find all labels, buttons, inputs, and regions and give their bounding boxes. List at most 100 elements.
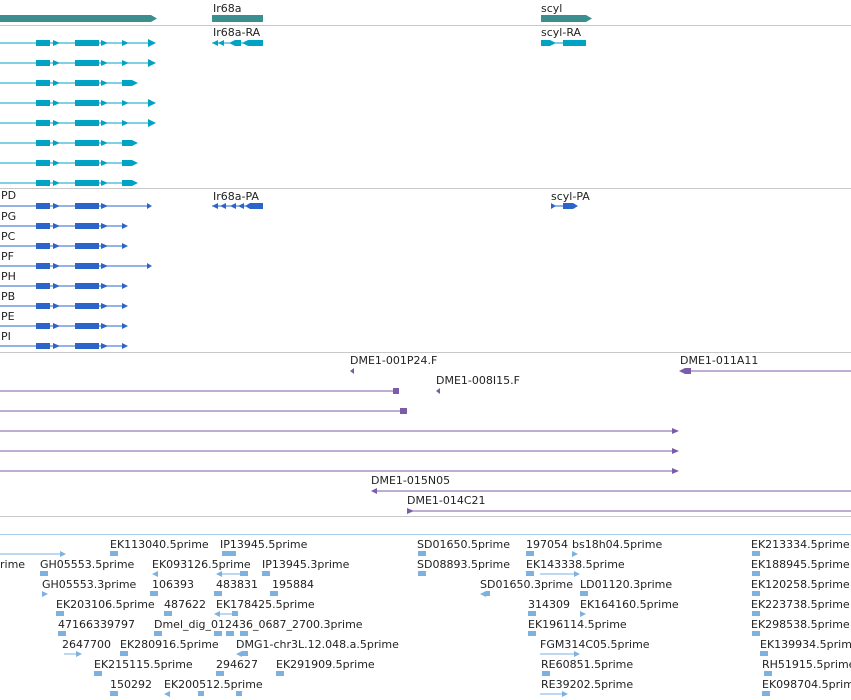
protein-label-pe[interactable]: PE [1,310,15,323]
est-label[interactable]: Dmel_dig_012436_0687_2700.3prime [154,618,363,631]
est-label[interactable]: DMG1-chr3L.12.048.a.5prime [236,638,399,651]
protein-ir68a-pa[interactable] [212,203,263,209]
est-label[interactable]: 195884 [272,578,314,591]
clone-label-dme1-014c21[interactable]: DME1-014C21 [407,494,486,507]
est-label[interactable]: LD01120.3prime [580,578,673,591]
est-label[interactable]: EK143338.5prime [526,558,625,571]
protein-row[interactable] [0,303,128,309]
protein-row[interactable] [0,263,152,269]
transcript-row[interactable] [0,160,138,166]
protein-label-pd[interactable]: PD [1,189,17,202]
est-row-2[interactable] [40,571,760,577]
clone-label-dme1-001p24-f[interactable]: DME1-001P24.F [350,354,438,367]
est-label[interactable]: EK196114.5prime [528,618,627,631]
est-row-6[interactable] [64,651,768,657]
est-label[interactable]: EK093126.5prime [152,558,251,571]
est-label[interactable]: EK098704.5prime [762,678,851,691]
est-label[interactable]: GH05553.3prime [42,578,137,591]
protein-row[interactable] [0,323,128,329]
est-label[interactable]: 197054 [526,538,568,551]
transcript-row[interactable] [0,99,156,107]
protein-label-scyl-pa[interactable]: scyl-PA [551,190,590,203]
est-row-4[interactable] [56,611,760,617]
clone-label-dme1-011a11[interactable]: DME1-011A11 [680,354,759,367]
transcript-row[interactable] [0,80,138,86]
transcript-label-scyl-ra[interactable]: scyl-RA [541,26,582,39]
est-label[interactable]: 106393 [152,578,194,591]
protein-row[interactable] [0,343,128,349]
gene-label-scyl[interactable]: scyl [541,2,563,15]
protein-label-pi[interactable]: PI [1,330,11,343]
est-label[interactable]: SD08893.5prime [417,558,510,571]
est-label[interactable]: EK188945.5prime [751,558,850,571]
transcript-row[interactable] [0,119,156,127]
protein-row[interactable] [0,203,152,209]
est-label[interactable]: EK178425.5prime [216,598,315,611]
est-row-7[interactable] [94,671,772,676]
clone-row[interactable] [0,428,679,434]
clone-row[interactable] [0,408,407,414]
est-label[interactable]: EK223738.5prime [751,598,850,611]
gene-feature-scyl[interactable] [541,15,592,22]
est-label[interactable]: 487622 [164,598,206,611]
est-label[interactable]: 2647700 [62,638,111,651]
clone-label-dme1-015n05[interactable]: DME1-015N05 [371,474,451,487]
gene-feature-ir68a[interactable] [212,15,263,22]
protein-scyl-pa[interactable] [551,203,578,209]
clone-dme1-015n05[interactable] [371,488,851,494]
est-row-1[interactable] [0,551,760,557]
est-label[interactable]: 150292 [110,678,152,691]
protein-label-ph[interactable]: PH [1,270,16,283]
transcript-label-ir68a-ra[interactable]: Ir68a-RA [213,26,261,39]
clone-row[interactable] [0,388,399,394]
est-label[interactable]: EK291909.5prime [276,658,375,671]
est-label[interactable]: EK213334.5prime [751,538,850,551]
clone-dme1-001p24-f[interactable] [350,368,354,374]
est-label[interactable]: rime [0,558,26,571]
transcript-ir68a-ra[interactable] [212,40,263,46]
est-label[interactable]: 47166339797 [58,618,135,631]
est-row-3[interactable] [42,591,760,597]
clone-row[interactable] [0,468,679,474]
protein-label-pc[interactable]: PC [1,230,16,243]
protein-row[interactable] [0,243,128,249]
protein-label-pf[interactable]: PF [1,250,14,263]
est-label[interactable]: GH05553.5prime [40,558,135,571]
transcript-row[interactable] [0,59,156,67]
protein-label-pg[interactable]: PG [1,210,17,223]
gene-feature-left[interactable] [0,15,157,22]
est-label[interactable]: EK120258.5prime [751,578,850,591]
clone-dme1-014c21[interactable] [407,508,851,514]
est-label[interactable]: EK139934.5prime [760,638,851,651]
est-label[interactable]: EK200512.5prime [164,678,263,691]
clone-label-dme1-008i15-f[interactable]: DME1-008I15.F [436,374,520,387]
est-label[interactable]: EK203106.5prime [56,598,155,611]
est-label[interactable]: RE60851.5prime [541,658,634,671]
est-label[interactable]: SD01650.5prime [417,538,510,551]
protein-row[interactable] [0,223,128,229]
protein-label-pb[interactable]: PB [1,290,16,303]
est-label[interactable]: IP13945.3prime [262,558,350,571]
est-row-8[interactable] [110,691,770,697]
est-label[interactable]: RH51915.5prime [762,658,851,671]
protein-label-ir68a-pa[interactable]: Ir68a-PA [213,190,259,203]
transcript-row[interactable] [0,140,138,146]
est-label[interactable]: EK215115.5prime [94,658,193,671]
est-label[interactable]: IP13945.5prime [220,538,308,551]
clone-dme1-011a11[interactable] [679,368,851,374]
est-label[interactable]: EK280916.5prime [120,638,219,651]
est-row-5[interactable] [58,631,760,636]
est-label[interactable]: EK164160.5prime [580,598,679,611]
transcript-row[interactable] [0,180,138,186]
clone-row[interactable] [0,448,679,454]
est-label[interactable]: EK298538.5prime [751,618,850,631]
est-label[interactable]: 483831 [216,578,258,591]
est-label[interactable]: RE39202.5prime [541,678,634,691]
clone-dme1-008i15-f[interactable] [436,388,440,394]
est-label[interactable]: 294627 [216,658,258,671]
est-label[interactable]: FGM314C05.5prime [540,638,650,651]
est-label[interactable]: bs18h04.5prime [572,538,663,551]
est-label[interactable]: SD01650.3prime [480,578,573,591]
est-label[interactable]: EK113040.5prime [110,538,209,551]
protein-row[interactable] [0,283,128,289]
